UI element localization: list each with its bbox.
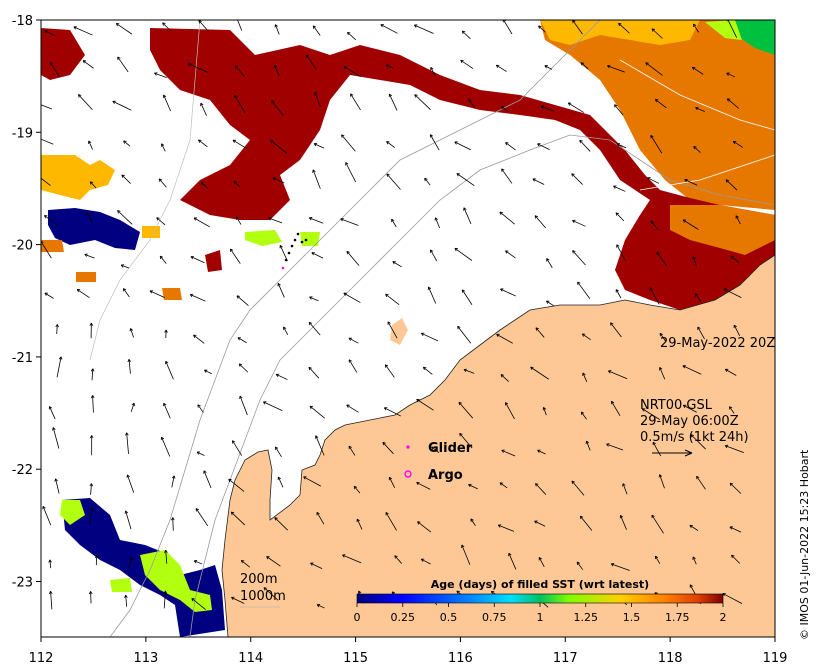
- colorbar-tick-label: 1.25: [574, 611, 599, 624]
- colorbar-tick-label: 0.25: [391, 611, 416, 624]
- current-arrows: [41, 20, 744, 610]
- scale-arrow-icon: [652, 449, 693, 457]
- colorbar-tick-label: 1.75: [665, 611, 690, 624]
- colorbar: [356, 593, 724, 604]
- colorbar-tick-label: 2: [720, 611, 727, 624]
- sst-patch-yellow-west: [41, 155, 115, 200]
- sst-patch-orange-west: [41, 240, 64, 252]
- colorbar-tick-label: 0.75: [482, 611, 507, 624]
- sst-patch-lime-ne: [705, 20, 742, 40]
- colorbar-ticks: 0 0.25 0.5 0.75 1 1.25 1.5 1.75 2: [354, 603, 727, 624]
- colorbar-tick-label: 1: [537, 611, 544, 624]
- x-tick-label: 117: [553, 651, 578, 666]
- x-tick-label: 112: [29, 651, 54, 666]
- current-scale-label: 0.5m/s (1kt 24h): [640, 430, 749, 445]
- y-tick-label: -22: [12, 463, 33, 478]
- colorbar-tick-label: 0.5: [440, 611, 458, 624]
- plot-frame: [40, 19, 776, 638]
- y-tick-label: -19: [12, 126, 33, 141]
- contour-label-200m: 200m: [240, 572, 277, 587]
- x-tick-label: 113: [133, 651, 158, 666]
- contour-200m: [189, 134, 775, 637]
- sst-patch-lime-sw3: [110, 578, 132, 592]
- x-tick-label: 118: [658, 651, 683, 666]
- sst-patch-orange-east: [670, 205, 775, 255]
- y-axis: -18 -19 -20 -21 -22 -23: [12, 14, 41, 591]
- glider-legend-label: Glider: [428, 441, 473, 456]
- sst-patch-lime-sw: [60, 500, 85, 525]
- sst-patch-orange-ne: [540, 20, 775, 210]
- glider-track: [281, 232, 308, 270]
- sst-patch-darkred-mid: [205, 250, 222, 272]
- land-mainland: [222, 255, 775, 637]
- argo-legend-icon: [404, 470, 412, 478]
- sst-patch-green-ne: [730, 20, 775, 55]
- sst-patch-lime-mid2: [300, 232, 320, 246]
- x-tick-label: 114: [238, 651, 263, 666]
- sst-patch-darkred-nw: [41, 28, 85, 80]
- sst-patch-navy-west: [48, 208, 140, 250]
- contour-label-1000m: 1000m: [240, 589, 286, 604]
- date-label: 29-May-2022 20Z: [660, 336, 775, 351]
- sst-patch-yellow-ne: [540, 20, 700, 45]
- colorbar-tick-label: 0: [354, 611, 361, 624]
- x-axis: 112 113 114 115 116 117 118 119: [29, 637, 788, 666]
- y-tick-label: -21: [12, 351, 33, 366]
- sst-patch-orange-west3: [162, 288, 182, 300]
- coastline: [221, 254, 775, 637]
- credit-label: © IMOS 01-Jun-2022 15:23 Hobart: [798, 449, 811, 640]
- sst-patch-orange-west2: [76, 272, 96, 282]
- y-tick-label: -18: [12, 14, 33, 29]
- contour-ne: [619, 59, 775, 131]
- sst-patch-lime-sw2: [140, 550, 212, 612]
- argo-legend-label: Argo: [428, 468, 463, 483]
- current-model-label: NRT00 GSL: [640, 398, 713, 413]
- x-tick-label: 119: [763, 651, 788, 666]
- land-island: [390, 318, 408, 345]
- x-tick-label: 115: [343, 651, 368, 666]
- colorbar-title: Age (days) of filled SST (wrt latest): [431, 578, 649, 591]
- y-tick-label: -23: [12, 576, 33, 591]
- sst-patch-darkred-north: [150, 28, 775, 310]
- contour-1000m: [109, 20, 601, 637]
- y-tick-label: -20: [12, 239, 33, 254]
- x-tick-label: 116: [448, 651, 473, 666]
- glider-legend-icon: [406, 445, 410, 449]
- sst-patch-lime-mid: [245, 230, 282, 246]
- sst-patch-yellow-small: [142, 226, 160, 238]
- current-time-label: 29-May 06:00Z: [640, 414, 739, 429]
- contour-ne2: [639, 154, 775, 191]
- colorbar-tick-label: 1.5: [623, 611, 641, 624]
